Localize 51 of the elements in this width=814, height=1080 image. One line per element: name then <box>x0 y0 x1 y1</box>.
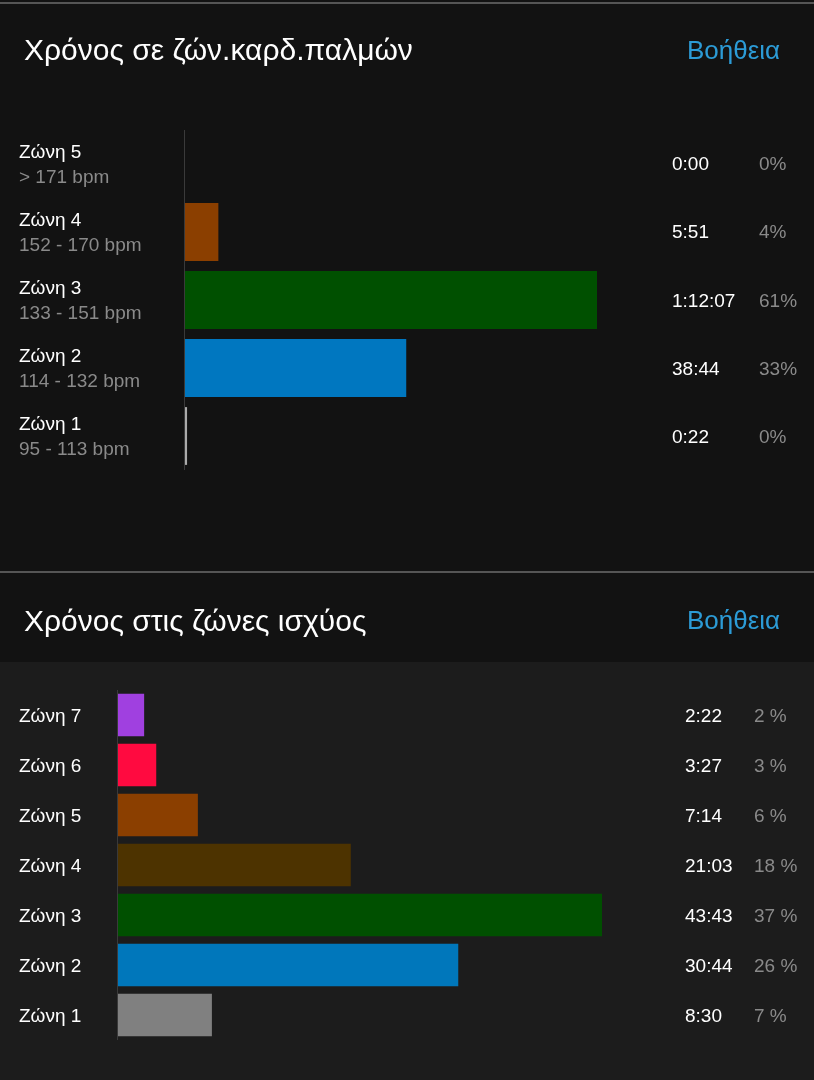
text: 30:44 <box>685 955 733 976</box>
y-tick-label: Ζώνη 1 95 - 113 bpm <box>19 413 130 459</box>
y-tick-label: Ζώνη 6 <box>19 755 82 776</box>
text: 0% <box>759 153 787 174</box>
y-tick-label: Ζώνη 4 <box>19 855 82 876</box>
text: 1:12:07 <box>672 290 736 311</box>
bar <box>185 407 188 465</box>
y-tick-label: Ζώνη 3 133 - 151 bpm <box>19 277 142 323</box>
bar <box>118 743 157 787</box>
bar <box>118 793 198 837</box>
text: 0:22 <box>672 426 709 447</box>
y-tick-label: Ζώνη 3 <box>19 905 82 926</box>
y-tick-label: Ζώνη 7 <box>19 705 82 726</box>
text: 5:51 <box>672 221 709 242</box>
text: 4% <box>759 221 787 242</box>
bar <box>185 203 219 261</box>
bar <box>118 943 459 987</box>
chart-title: Χρόνος σε ζών.καρδ.παλμών <box>24 33 413 66</box>
bar <box>118 993 212 1037</box>
text: 2 % <box>754 705 787 726</box>
text: 33% <box>759 358 798 379</box>
text: 7 % <box>754 1005 787 1026</box>
y-tick-label: Ζώνη 5 <box>19 805 82 826</box>
y-tick-label: Ζώνη 4 152 - 170 bpm <box>19 209 142 255</box>
text: 43:43 <box>685 905 733 926</box>
bar <box>185 271 597 329</box>
text: 0:00 <box>672 153 709 174</box>
bar <box>118 693 145 737</box>
text: 21:03 <box>685 855 733 876</box>
y-tick-label: Ζώνη 2 114 - 132 bpm <box>19 345 141 391</box>
chart-title: Χρόνος στις ζώνες ισχύος <box>24 604 367 637</box>
text: 7:14 <box>685 805 723 826</box>
text: 3:27 <box>685 755 722 776</box>
y-tick-label: Ζώνη 2 <box>19 955 82 976</box>
text: Βοήθεια <box>687 605 781 635</box>
text: 2:22 <box>685 705 722 726</box>
text: 38:44 <box>672 358 720 379</box>
text: 0% <box>759 426 787 447</box>
text: 18 % <box>754 855 798 876</box>
y-tick-label: Ζώνη 1 <box>19 1005 82 1026</box>
text: Βοήθεια <box>687 35 781 65</box>
text: 26 % <box>754 955 798 976</box>
text: 8:30 <box>685 1005 722 1026</box>
text: 61% <box>759 290 798 311</box>
text: 3 % <box>754 755 787 776</box>
bar <box>185 339 407 397</box>
text: 37 % <box>754 905 798 926</box>
bar <box>118 893 602 937</box>
text: 6 % <box>754 805 787 826</box>
y-tick-label: Ζώνη 5 > 171 bpm <box>19 141 110 187</box>
bar <box>118 843 351 887</box>
